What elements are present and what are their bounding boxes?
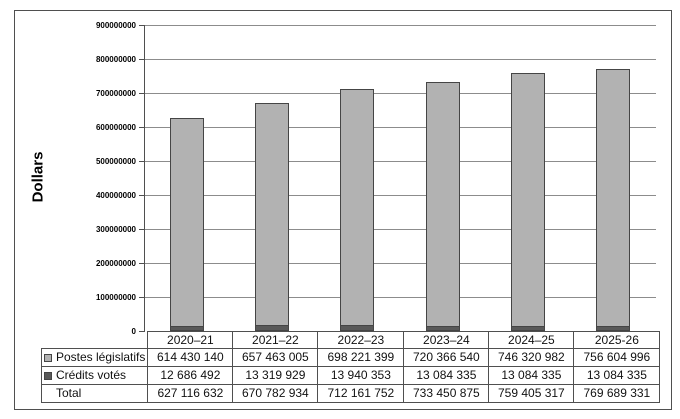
- bar-postes-legislatifs-2023–24: [426, 82, 460, 331]
- y-gridline: [144, 127, 656, 128]
- table-row-Total: Total 627 116 632 670 782 934 712 161 752 73…: [40, 384, 661, 403]
- y-tick-label: 300000000: [95, 225, 136, 234]
- y-tick-label: 500000000: [95, 157, 136, 166]
- value-cell: 720 366 540: [403, 348, 490, 367]
- y-axis-tick: [139, 59, 145, 60]
- y-axis-tick: [139, 263, 145, 264]
- bar-credits-votes-2022–23: [341, 325, 373, 330]
- y-axis-tick: [139, 127, 145, 128]
- y-gridline: [144, 263, 656, 264]
- category-label-2025-26: 2025-26: [573, 331, 661, 349]
- bar-credits-votes-2020–21: [171, 326, 203, 330]
- row-label-cell: Postes législatifs: [40, 348, 149, 367]
- category-label-2024–25: 2024–25: [488, 331, 575, 349]
- value-cell: 13 084 335: [403, 366, 490, 385]
- category-label-2022–23: 2022–23: [317, 331, 405, 349]
- y-tick-label: 200000000: [95, 259, 136, 268]
- bar-credits-votes-2024–25: [512, 326, 544, 330]
- row-label-cell: Crédits votés: [40, 366, 149, 385]
- value-cell: 13 084 335: [488, 366, 575, 385]
- value-cell: 657 463 005: [232, 348, 319, 367]
- y-tick-label: 800000000: [95, 55, 136, 64]
- bar-credits-votes-2023–24: [427, 326, 459, 330]
- category-label-2020–21: 2020–21: [147, 331, 234, 349]
- y-gridline: [144, 25, 656, 26]
- value-cell: 769 689 331: [573, 384, 661, 403]
- value-cell: 13 319 929: [232, 366, 319, 385]
- y-tick-label: 900000000: [95, 21, 136, 30]
- value-cell: 13 084 335: [573, 366, 661, 385]
- y-gridline: [144, 93, 656, 94]
- category-header-row: 2020–21 2021–22 2022–23 2023–24 2024–25 2025-…: [42, 331, 661, 349]
- y-tick-label: 100000000: [95, 293, 136, 302]
- y-tick-label: 0: [131, 327, 136, 336]
- value-cell: 13 940 353: [317, 366, 405, 385]
- y-tick-label: 600000000: [95, 123, 136, 132]
- value-cell: 733 450 875: [403, 384, 490, 403]
- value-cell: 746 320 982: [488, 348, 575, 367]
- y-axis-line: [144, 25, 145, 332]
- table-row-Crédits votés: Crédits votés 12 686 492 13 319 929 13 940 …: [40, 366, 661, 385]
- bar-postes-legislatifs-2024–25: [511, 73, 545, 331]
- y-axis-tick: [139, 195, 145, 196]
- y-axis-title: Dollars: [29, 151, 47, 203]
- y-axis-tick: [139, 161, 145, 162]
- data-table: 2020–21 2021–22 2022–23 2023–24 2024–25 2025-…: [40, 331, 661, 403]
- value-cell: 759 405 317: [488, 384, 575, 403]
- y-gridline: [144, 229, 656, 230]
- y-gridline: [144, 59, 656, 60]
- y-axis-tick: [139, 331, 145, 332]
- legend-swatch-light-icon: [44, 354, 52, 362]
- table-row-Postes législatifs: Postes législatifs 614 430 140 657 463 005…: [40, 348, 661, 367]
- y-tick-label: 400000000: [95, 191, 136, 200]
- chart-figure: Dollars 0 100000000 200000000 300000000 4000…: [14, 10, 672, 410]
- legend-swatch-dark-icon: [44, 372, 52, 380]
- category-label-2023–24: 2023–24: [403, 331, 490, 349]
- y-tick-label: 700000000: [95, 89, 136, 98]
- value-cell: 698 221 399: [317, 348, 405, 367]
- value-cell: 12 686 492: [147, 366, 234, 385]
- y-axis-tick: [139, 229, 145, 230]
- row-label-text: Postes législatifs: [56, 350, 146, 364]
- bar-postes-legislatifs-2025-26: [596, 69, 630, 331]
- bar-credits-votes-2025-26: [597, 326, 629, 330]
- row-label-text: Total: [56, 386, 82, 400]
- y-gridline: [144, 195, 656, 196]
- value-cell: 756 604 996: [573, 348, 661, 367]
- value-cell: 670 782 934: [232, 384, 319, 403]
- y-axis-tick: [139, 93, 145, 94]
- bar-postes-legislatifs-2022–23: [340, 89, 374, 331]
- y-gridline: [144, 297, 656, 298]
- y-axis-tick: [139, 25, 145, 26]
- value-cell: 614 430 140: [147, 348, 234, 367]
- y-gridline: [144, 161, 656, 162]
- row-label-cell: Total: [40, 384, 149, 403]
- bar-postes-legislatifs-2020–21: [170, 118, 204, 331]
- value-cell: 627 116 632: [147, 384, 234, 403]
- table-blank-cell: [42, 332, 148, 349]
- y-axis-tick: [139, 297, 145, 298]
- value-cell: 712 161 752: [317, 384, 405, 403]
- bar-credits-votes-2021–22: [256, 325, 288, 330]
- category-label-2021–22: 2021–22: [232, 331, 319, 349]
- row-label-text: Crédits votés: [56, 368, 127, 382]
- bar-postes-legislatifs-2021–22: [255, 103, 289, 331]
